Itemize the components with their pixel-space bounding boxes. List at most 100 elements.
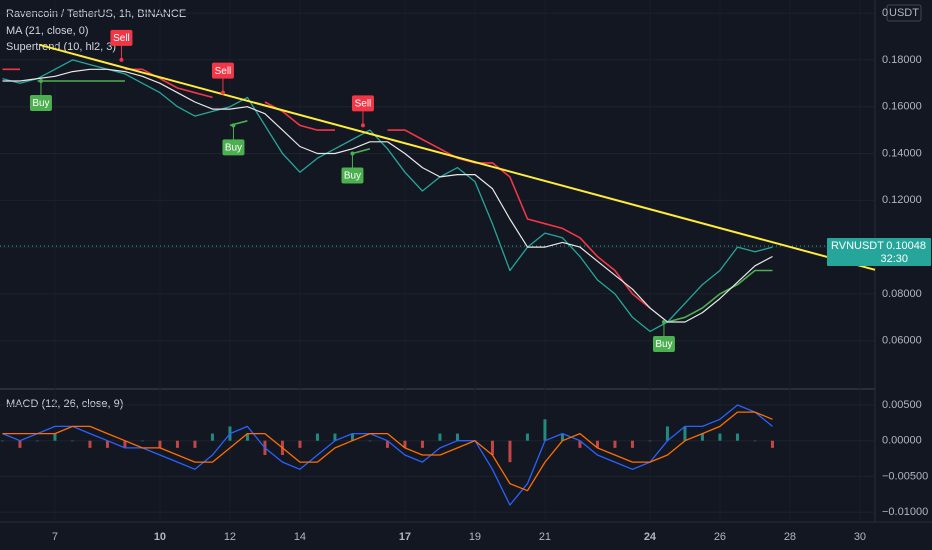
signal-dot [231,123,236,128]
signal-marker: Sell [110,29,133,62]
signal-label: Sell [215,66,232,77]
histogram-bar [665,426,669,441]
histogram-bar [158,440,162,448]
signal-box [341,167,364,184]
histogram-bar [438,433,442,441]
histogram-bar [403,440,407,448]
currency-label: USDT [889,7,919,19]
histogram-bar [18,440,22,448]
signal-label: Buy [32,98,49,109]
histogram-bar [770,440,774,448]
signal-marker: Sell [211,62,234,95]
histogram-bar [333,433,337,441]
x-tick-label: 10 [154,531,166,543]
supertrend-legend: Supertrend (10, hl2, 3) [6,41,116,53]
y-tick-label: 0.18000 [882,54,922,66]
histogram-bar [648,440,652,442]
y-tick-label: 0.00500 [882,399,922,411]
histogram-bar [508,440,512,463]
histogram-bar [735,433,739,441]
histogram-bar [70,440,74,442]
histogram-bar [543,419,547,441]
x-tick-label: 19 [469,531,481,543]
trendline [39,43,876,271]
x-tick-label: 28 [784,531,796,543]
y-tick-label: 0.08000 [882,288,922,300]
histogram-bar [0,440,4,442]
histogram-bar [490,440,494,455]
chart-title: Ravencoin / TetherUS, 1h, BINANCE [6,8,186,20]
signal-marker: Buy [29,78,52,111]
histogram-bar [245,433,249,441]
y-tick-label: 0.14000 [882,147,922,159]
price-line [2,59,773,333]
signal-dot [220,90,225,95]
x-tick-label: 12 [224,531,236,543]
signal-box [211,62,234,79]
signal-dot [661,320,666,325]
signal-marker: Buy [341,151,364,184]
x-tick-label: 24 [644,531,657,543]
y-tick-label: 0.00000 [882,435,922,447]
histogram-bar [753,440,757,442]
signal-marker: Buy [652,320,675,353]
signal-dot [360,123,365,128]
histogram-bar [700,433,704,441]
macd-line [2,404,773,506]
x-tick-label: 14 [294,531,306,543]
ma-legend: MA (21, close, 0) [6,25,89,37]
histogram-bar [385,440,389,448]
y-tick-label: 0 [882,7,888,19]
histogram-bar [315,433,319,441]
histogram-bar [298,440,302,448]
histogram-bar [560,433,564,441]
histogram-bar [105,440,109,448]
signal-dot [350,151,355,156]
histogram-bar [123,440,127,448]
signal-label: Buy [225,143,242,154]
histogram-bar [193,440,197,448]
signal-line [2,411,773,492]
y-tick-label: −0.00500 [882,470,928,482]
histogram-bar [420,440,424,448]
signal-label: Sell [113,33,130,44]
countdown: 32:30 [880,253,908,265]
x-tick-label: 26 [714,531,726,543]
x-tick-label: 30 [854,531,866,543]
histogram-bar [455,433,459,441]
x-tick-label: 21 [539,531,551,543]
signal-marker: Sell [351,95,374,128]
signal-box [652,336,675,353]
histogram-bar [578,440,582,448]
histogram-bar [525,433,529,441]
histogram-bar [210,433,214,441]
histogram-bar [368,440,372,442]
signal-box [222,139,245,156]
histogram-bar [718,433,722,441]
histogram-bar [53,433,57,441]
histogram-bar [630,440,634,448]
histogram-bar [683,426,687,441]
signal-box [29,94,52,111]
signal-label: Buy [655,339,672,350]
y-tick-label: 0.12000 [882,194,922,206]
histogram-bar [613,440,617,448]
signal-marker: Buy [222,123,245,156]
supertrend-down [2,68,651,309]
histogram-bar [35,440,39,442]
histogram-bar [595,440,599,448]
histogram-bar [88,440,92,448]
histogram-bar [175,440,179,448]
histogram-bar [140,440,144,442]
signal-label: Buy [344,171,361,182]
supertrend-up [37,80,773,323]
last-price-symbol: RVNUSDT [831,240,884,252]
macd-legend: MACD (12, 26, close, 9) [6,398,123,410]
signal-label: Sell [355,99,372,110]
y-tick-label: 0.06000 [882,335,922,347]
x-tick-label: 17 [399,531,411,543]
y-tick-label: 0.16000 [882,101,922,113]
